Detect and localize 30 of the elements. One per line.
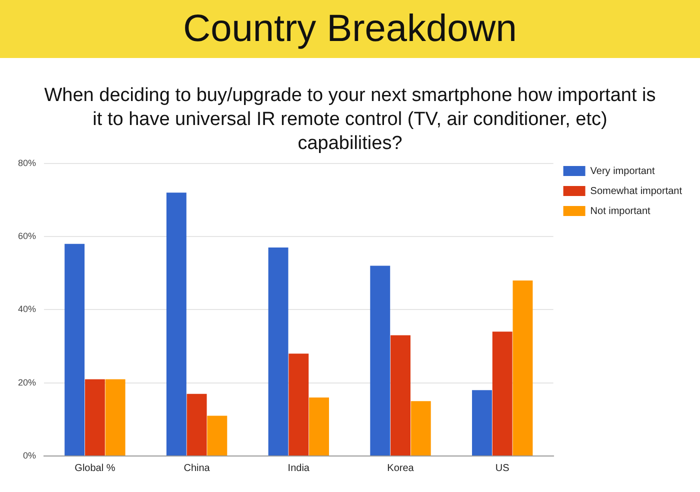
bar — [370, 266, 390, 456]
bar — [472, 390, 492, 456]
legend-label: Not important — [590, 206, 651, 217]
bar — [105, 379, 126, 456]
bar — [207, 416, 228, 456]
bar — [309, 397, 330, 456]
bar — [166, 192, 186, 456]
x-tick-label: China — [184, 462, 210, 474]
bar — [64, 244, 85, 456]
bar — [410, 401, 431, 456]
y-tick-label: 0% — [23, 450, 36, 460]
chart-title: Country Breakdown — [0, 0, 700, 58]
bar — [288, 354, 309, 456]
chart-subtitle: When deciding to buy/upgrade to your next smartphone how important is it to have universal IR remote control (TV, air conditioner, etc) capabilities? — [43, 84, 657, 156]
bar — [84, 379, 105, 456]
legend-label: Very important — [590, 166, 655, 177]
x-tick-label: India — [288, 462, 310, 474]
bar — [512, 280, 533, 456]
bar — [186, 394, 207, 456]
x-tick-label: Korea — [387, 462, 414, 474]
y-tick-label: 60% — [18, 231, 36, 242]
y-tick-label: 20% — [18, 377, 36, 388]
y-tick-label: 40% — [18, 304, 36, 314]
x-tick-label: US — [495, 462, 510, 474]
bar — [268, 248, 288, 456]
legend-label: Somewhat important — [590, 186, 682, 197]
bar — [390, 335, 410, 456]
bar — [492, 332, 512, 456]
x-tick-label: Global % — [74, 462, 116, 474]
y-tick-label: 80% — [18, 158, 36, 168]
